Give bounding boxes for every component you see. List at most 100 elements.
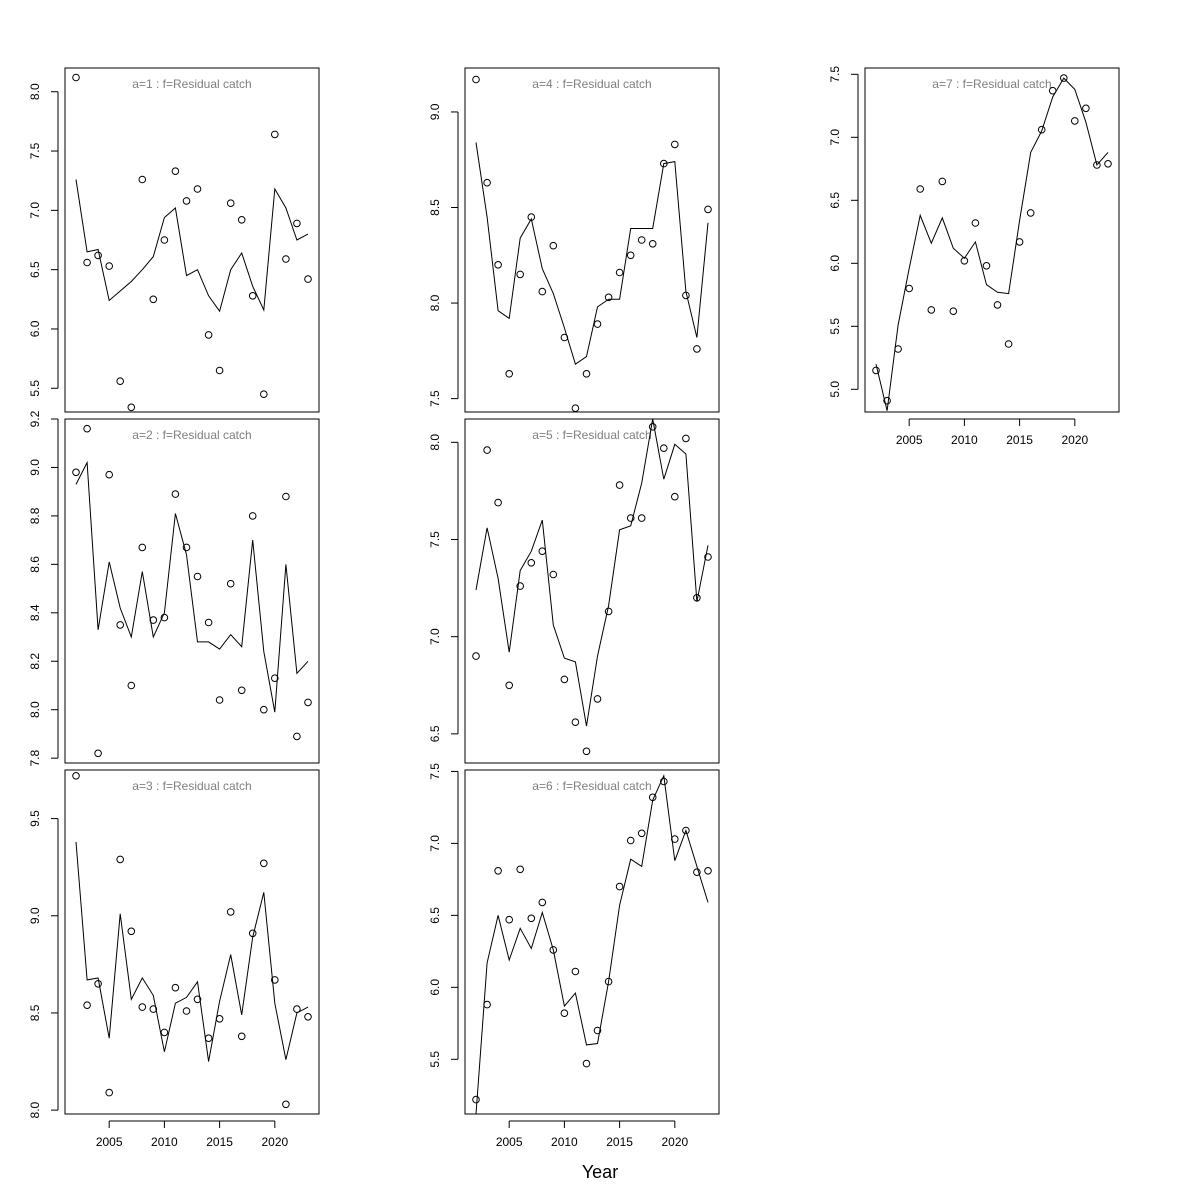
observed-points	[72, 772, 312, 1109]
data-point	[505, 370, 514, 378]
data-point	[293, 1005, 301, 1013]
data-point	[248, 292, 257, 300]
data-point	[171, 167, 180, 175]
fitted-line	[75, 460, 309, 713]
observed-points	[72, 73, 312, 412]
data-point	[1104, 160, 1112, 168]
data-point	[226, 579, 235, 588]
data-point	[293, 732, 301, 741]
data-point	[204, 618, 213, 627]
data-point	[1004, 340, 1013, 348]
data-point	[582, 747, 591, 756]
data-point	[149, 295, 158, 304]
data-point	[94, 251, 102, 260]
data-point	[604, 977, 613, 986]
data-point	[72, 772, 80, 780]
data-point	[271, 976, 279, 984]
data-point	[182, 1007, 191, 1015]
data-point	[105, 1088, 113, 1097]
data-point	[693, 345, 701, 353]
data-point	[660, 159, 668, 168]
data-point	[637, 829, 646, 838]
data-point	[483, 178, 491, 187]
y-tick-label: 6.5	[428, 907, 442, 924]
data-point	[538, 547, 547, 556]
data-point	[527, 559, 536, 567]
data-point	[304, 698, 312, 707]
x-tick-label: 2020	[1061, 433, 1088, 447]
panel-5: a=5 : f=Residual catch 6.5 7.0 7.5 8.0	[428, 418, 720, 764]
panel-frame	[64, 769, 320, 1115]
panel-frame	[464, 769, 720, 1115]
panel-4: a=4 : f=Residual catch 7.5 8.0 8.5 9.0	[428, 67, 720, 413]
y-tick-label: 9.0	[28, 907, 42, 924]
y-tick-label: 8.0	[28, 1101, 42, 1118]
y-tick-label: 6.0	[28, 320, 42, 337]
data-point	[138, 1003, 147, 1011]
fitted-line	[75, 179, 309, 313]
y-tick-label: 5.5	[428, 1051, 442, 1068]
data-point	[1026, 209, 1035, 217]
data-point	[1015, 238, 1024, 246]
data-point	[682, 434, 690, 443]
data-point	[626, 836, 635, 845]
data-point	[72, 468, 80, 477]
panel-frame	[864, 67, 1120, 413]
data-point	[505, 681, 514, 690]
panel-title: a=2 : f=Residual catch	[132, 428, 251, 442]
x-tick-label: 2020	[261, 1135, 288, 1149]
data-point	[704, 553, 712, 561]
data-point	[949, 307, 958, 316]
observed-points	[472, 75, 712, 413]
fitted-line	[475, 142, 709, 365]
y-tick-label: 6.5	[28, 261, 42, 278]
fitted-line	[75, 841, 309, 1062]
data-point	[660, 444, 668, 453]
data-point	[83, 1001, 91, 1010]
y-tick-label: 6.0	[828, 255, 842, 272]
data-point	[593, 1026, 602, 1035]
data-point	[682, 291, 690, 300]
data-point	[1071, 117, 1079, 125]
x-tick-label: 2015	[206, 1135, 233, 1149]
data-point	[105, 470, 113, 479]
x-tick-label: 2015	[1006, 433, 1033, 447]
data-point	[582, 1059, 591, 1068]
panel-1: a=1 : f=Residual catch 5.5 6.0 6.5 7.0 7.5 8.0	[28, 67, 320, 413]
y-tick-label: 8.6	[28, 556, 42, 573]
data-point	[149, 616, 158, 624]
panels-group: a=1 : f=Residual catch 5.5 6.0 6.5 7.0 7.5 8.0…	[28, 66, 1120, 1149]
panel-title: a=3 : f=Residual catch	[132, 779, 251, 793]
data-point	[94, 980, 102, 988]
panel-title: a=5 : f=Residual catch	[532, 428, 651, 442]
data-point	[516, 270, 525, 279]
data-point	[127, 927, 136, 936]
data-point	[116, 377, 124, 386]
data-point	[1093, 161, 1101, 169]
fitted-line	[875, 77, 1109, 411]
data-point	[193, 185, 202, 193]
data-point	[83, 424, 91, 433]
x-tick-label: 2010	[951, 433, 978, 447]
data-point	[571, 404, 580, 413]
data-point	[182, 197, 191, 205]
data-point	[237, 686, 246, 695]
data-point	[660, 777, 668, 786]
x-tick-label: 2005	[496, 1135, 523, 1149]
data-point	[138, 543, 147, 552]
data-point	[472, 1095, 480, 1104]
data-point	[215, 1015, 224, 1023]
data-point	[615, 268, 624, 277]
data-point	[193, 572, 202, 581]
panel-frame	[64, 418, 320, 764]
y-axis: 8.0 8.5 9.0 9.5	[28, 810, 59, 1118]
data-point	[872, 366, 880, 375]
data-point	[538, 287, 547, 296]
data-point	[671, 835, 679, 843]
data-point	[271, 130, 279, 139]
observed-points	[472, 777, 712, 1104]
x-tick-label: 2005	[896, 433, 923, 447]
data-point	[648, 423, 657, 431]
data-point	[626, 514, 635, 522]
